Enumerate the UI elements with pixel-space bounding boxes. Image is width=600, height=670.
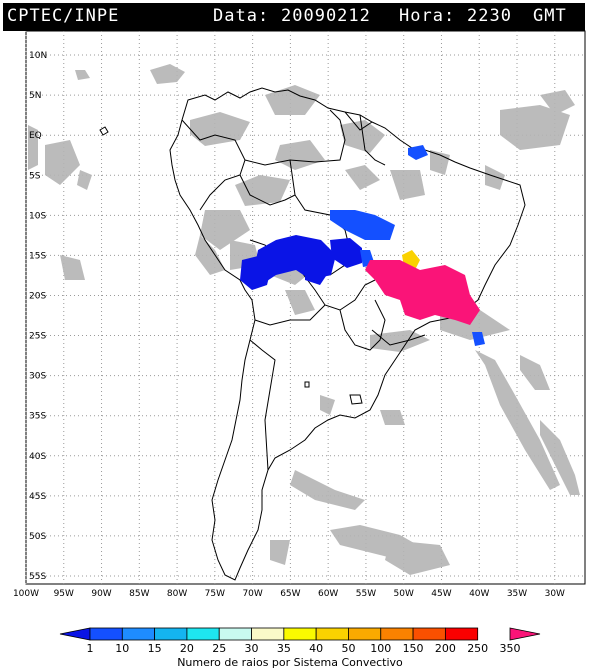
- cloud-patch: [45, 140, 80, 185]
- lat-tick-label: 30S: [29, 372, 46, 382]
- source-label: CPTEC/INPE: [7, 6, 120, 26]
- lon-tick-label: 50W: [394, 589, 414, 599]
- cloud-patch: [340, 120, 385, 153]
- timezone-label: GMT: [533, 6, 567, 26]
- cloud-patch: [540, 420, 580, 495]
- island: [99, 126, 109, 136]
- cloud-patch: [385, 540, 450, 575]
- cloud-patch: [520, 355, 550, 390]
- latitude-labels: 10N 5N EQ 5S 10S 15S 20S 25S 30S 35S 40S 45S 50S 55S: [29, 51, 47, 582]
- cloud-patch: [370, 330, 430, 352]
- date-label: Data:: [213, 6, 270, 26]
- storm-system-lightblue: [330, 210, 395, 240]
- lat-tick-label: 45S: [29, 492, 46, 502]
- border: [344, 111, 373, 131]
- border: [249, 339, 276, 471]
- lon-tick-label: 80W: [167, 589, 187, 599]
- cloud-patch: [77, 170, 92, 190]
- lon-tick-label: 90W: [91, 589, 111, 599]
- storm-system-pink: [365, 260, 480, 325]
- lon-tick-label: 30W: [545, 589, 565, 599]
- lat-tick-label: 35S: [29, 412, 46, 422]
- cloud-patch: [540, 90, 575, 115]
- cloud-patch: [275, 140, 325, 170]
- cloud-patch: [290, 470, 365, 510]
- cloud-patch: [265, 85, 320, 115]
- cloud-patch: [285, 290, 315, 315]
- lon-tick-label: 60W: [318, 589, 338, 599]
- lat-tick-label: 20S: [29, 291, 46, 301]
- lat-tick-label: 5S: [29, 171, 41, 181]
- lat-tick-label: 10N: [29, 51, 47, 61]
- cloud-patch: [485, 165, 505, 190]
- cloud-cover: [28, 64, 580, 575]
- border: [359, 114, 386, 166]
- convective-systems: [240, 145, 485, 346]
- cloud-patch: [345, 165, 380, 190]
- map-header: CPTEC/INPE Data: 20090212 Hora: 2230 GMT: [3, 3, 585, 31]
- lon-tick-label: 100W: [13, 589, 39, 599]
- lat-tick-label: 15S: [29, 251, 46, 261]
- cloud-patch: [28, 125, 38, 170]
- time-label: Hora:: [399, 6, 456, 26]
- lon-tick-label: 55W: [356, 589, 376, 599]
- cloud-patch: [320, 395, 335, 415]
- cloud-patch: [75, 70, 90, 80]
- time-value: 2230: [467, 6, 512, 26]
- lon-tick-label: 40W: [469, 589, 489, 599]
- border: [371, 329, 426, 346]
- storm-system-lightblue: [408, 145, 428, 160]
- longitude-labels: 100W 95W 90W 85W 80W 75W 70W 65W 60W 55W 50W 45W 40W…: [13, 589, 565, 599]
- storm-system-blue: [330, 238, 362, 268]
- lat-tick-label: 55S: [29, 572, 46, 582]
- border: [339, 299, 386, 351]
- lat-tick-label: 40S: [29, 452, 46, 462]
- date-value: 20090212: [281, 6, 371, 26]
- lon-tick-label: 85W: [129, 589, 149, 599]
- cloud-patch: [200, 210, 250, 250]
- lon-tick-label: 65W: [280, 589, 300, 599]
- cloud-patch: [235, 175, 290, 206]
- coastline: [169, 87, 526, 581]
- storm-system-lightblue: [472, 332, 485, 346]
- cloud-patch: [195, 235, 225, 275]
- cloud-patch: [270, 540, 290, 565]
- cloud-patch: [60, 255, 85, 280]
- cloud-patch: [380, 410, 405, 425]
- border: [244, 109, 346, 166]
- lat-tick-label: 50S: [29, 532, 46, 542]
- cloud-patch: [150, 64, 185, 84]
- lat-tick-label: 5N: [29, 91, 41, 101]
- lon-tick-label: 95W: [54, 589, 74, 599]
- border: [254, 304, 326, 326]
- island: [349, 394, 363, 405]
- lat-tick-label: EQ: [29, 131, 42, 141]
- cloud-patch: [500, 105, 570, 150]
- cloud-patch: [475, 350, 560, 490]
- lon-tick-label: 75W: [205, 589, 225, 599]
- lon-tick-label: 45W: [431, 589, 451, 599]
- lat-tick-label: 25S: [29, 332, 46, 342]
- cloud-patch: [390, 170, 425, 200]
- cloud-patch: [190, 112, 250, 146]
- lon-tick-label: 35W: [507, 589, 527, 599]
- lon-tick-label: 70W: [242, 589, 262, 599]
- island: [304, 381, 310, 388]
- lat-tick-label: 10S: [29, 211, 46, 221]
- cloud-patch: [430, 150, 450, 175]
- storm-system-blue: [240, 255, 272, 290]
- storm-system-blue: [305, 260, 330, 285]
- border: [239, 174, 296, 206]
